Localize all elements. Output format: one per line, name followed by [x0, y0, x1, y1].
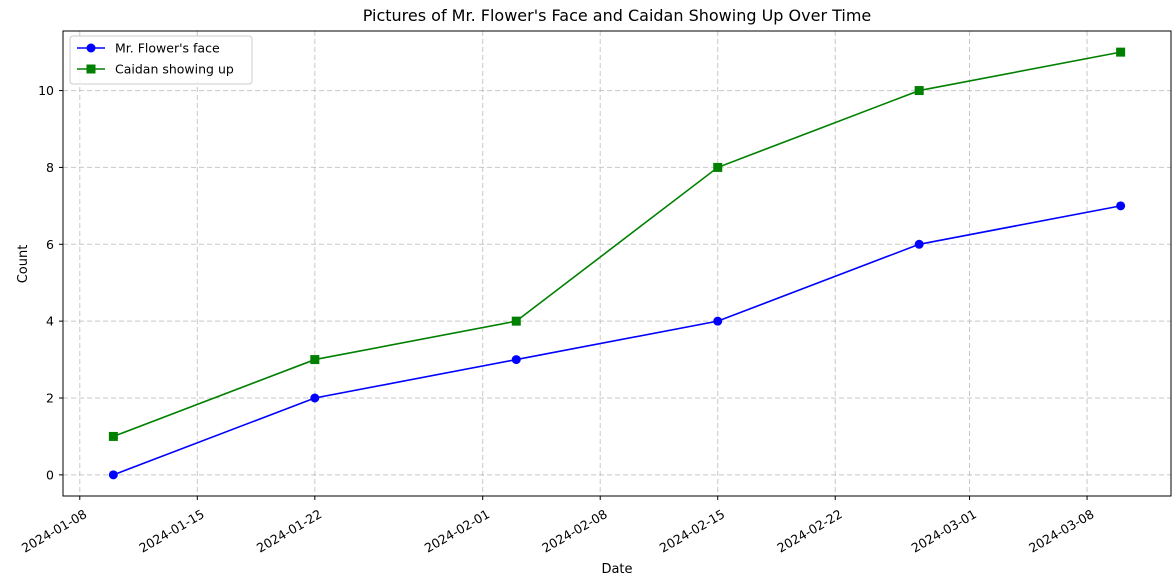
x-tick-label: 2024-03-08 [1026, 506, 1096, 555]
x-tick-label: 2024-01-22 [254, 506, 324, 555]
x-tick-label: 2024-02-08 [539, 506, 609, 555]
y-tick-label: 10 [38, 83, 54, 98]
legend-label: Caidan showing up [115, 62, 234, 77]
data-point-square [914, 86, 924, 96]
data-point-circle [1116, 201, 1126, 211]
y-tick-label: 2 [46, 391, 54, 406]
data-point-circle [511, 355, 521, 365]
y-tick-label: 0 [46, 467, 54, 482]
data-point-circle [310, 393, 320, 403]
y-axis-label: Count [16, 245, 31, 284]
data-point-square [511, 316, 521, 326]
x-tick-label: 2024-02-01 [422, 506, 492, 555]
x-tick-label: 2024-01-08 [19, 506, 89, 555]
y-tick-label: 4 [46, 314, 54, 329]
data-point-circle [914, 239, 924, 249]
data-point-circle [108, 470, 118, 480]
x-tick-label: 2024-03-01 [909, 506, 979, 555]
legend-label: Mr. Flower's face [115, 41, 220, 56]
data-point-square [713, 162, 723, 172]
series-line-1 [113, 205, 1121, 476]
plot-frame [62, 30, 1172, 497]
legend-box [69, 35, 253, 85]
x-tick-label: 2024-02-22 [774, 506, 844, 555]
y-ticks: 0 2 4 6 8 10 [38, 83, 63, 482]
legend-marker-square [86, 64, 96, 74]
y-tick-label: 8 [46, 160, 54, 175]
data-point-square [1116, 47, 1126, 57]
y-tick-label: 6 [46, 237, 54, 252]
data-point-square [310, 355, 320, 365]
grid-lines [63, 31, 1171, 496]
data-point-square [108, 431, 118, 441]
x-ticks: 2024-01-08 2024-01-15 2024-01-22 2024-02-01… [19, 496, 1097, 556]
series-markers [108, 47, 1126, 480]
data-point-circle [713, 316, 723, 326]
series-lines [113, 51, 1121, 476]
x-tick-label: 2024-02-15 [657, 506, 727, 555]
x-tick-label: 2024-01-15 [136, 506, 206, 555]
series-line-2 [113, 51, 1121, 438]
chart-title: Pictures of Mr. Flower's Face and Caidan… [363, 6, 872, 25]
x-axis-label: Date [601, 562, 632, 577]
legend: Mr. Flower's face Caidan showing up [69, 35, 253, 85]
legend-marker-circle [86, 43, 96, 53]
